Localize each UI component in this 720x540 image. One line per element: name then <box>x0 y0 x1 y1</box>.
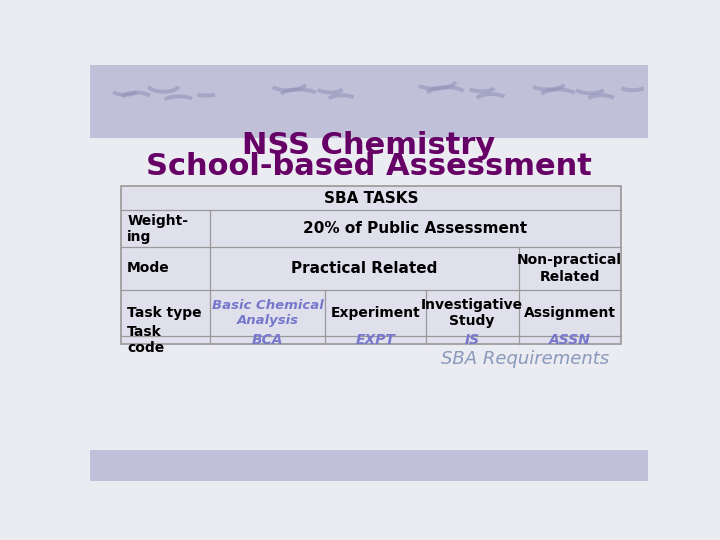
Bar <box>90 65 648 138</box>
Text: School-based Assessment: School-based Assessment <box>146 152 592 181</box>
Text: 20% of Public Assessment: 20% of Public Assessment <box>303 221 528 237</box>
Text: EXPT: EXPT <box>355 333 395 347</box>
Text: Mode: Mode <box>127 261 170 275</box>
Text: Basic Chemical
Analysis: Basic Chemical Analysis <box>212 299 323 327</box>
Bar <box>121 186 621 343</box>
Text: Experiment: Experiment <box>330 306 420 320</box>
Text: Assignment: Assignment <box>523 306 616 320</box>
Text: Non-practical
Related: Non-practical Related <box>517 253 622 284</box>
Bar <box>121 186 621 343</box>
Text: SBA TASKS: SBA TASKS <box>324 191 418 206</box>
Text: IS: IS <box>464 333 480 347</box>
Text: Weight-
ing: Weight- ing <box>127 214 188 244</box>
Text: Practical Related: Practical Related <box>291 261 438 276</box>
Bar <box>90 450 648 481</box>
Text: BCA: BCA <box>252 333 283 347</box>
Text: Task type: Task type <box>127 306 202 320</box>
Text: Investigative
Study: Investigative Study <box>421 298 523 328</box>
Text: SBA Requirements: SBA Requirements <box>441 350 609 368</box>
Text: Task
code: Task code <box>127 325 164 355</box>
Text: ASSN: ASSN <box>549 333 590 347</box>
Text: NSS Chemistry: NSS Chemistry <box>243 131 495 160</box>
